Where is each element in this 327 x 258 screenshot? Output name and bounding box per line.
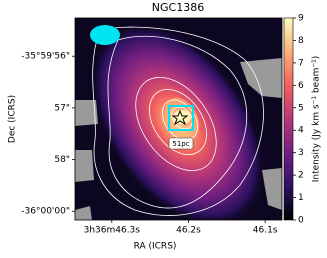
x-axis-label: RA (ICRS)	[134, 242, 177, 252]
colorbar-tick-label: 1	[298, 193, 304, 203]
colorbar-tick-label: 3	[298, 148, 304, 158]
x-tick-label: 46.2s	[176, 226, 201, 236]
x-tick-label: 3h36m46.3s	[84, 226, 141, 236]
intensity-image	[75, 18, 282, 220]
x-tick-label: 46.1s	[253, 226, 278, 236]
colorbar-tick-label: 9	[298, 14, 304, 24]
colorbar-tick-label: 6	[298, 81, 304, 91]
colorbar-tick-label: 0	[298, 216, 304, 226]
chart-title: NGC1386	[152, 1, 204, 14]
y-tick-label: 57"	[54, 103, 70, 113]
y-tick-label: -36°00'00"	[21, 207, 70, 217]
colorbar-tick-label: 4	[298, 126, 304, 136]
colorbar-tick-label: 8	[298, 36, 304, 46]
y-tick-label: -35°59'56"	[21, 52, 70, 62]
y-axis-label: Dec (ICRS)	[8, 95, 18, 143]
colorbar-tick-label: 5	[298, 103, 304, 113]
colorbar-label: Intensity (Jy km s⁻¹ beam⁻¹)	[312, 56, 322, 183]
y-tick-label: 58"	[54, 155, 70, 165]
colorbar	[283, 17, 294, 221]
plot-frame	[74, 17, 283, 221]
colorbar-tick-label: 2	[298, 171, 304, 181]
scale-annotation: 51pc	[172, 140, 189, 148]
colorbar-tick-label: 7	[298, 58, 304, 68]
